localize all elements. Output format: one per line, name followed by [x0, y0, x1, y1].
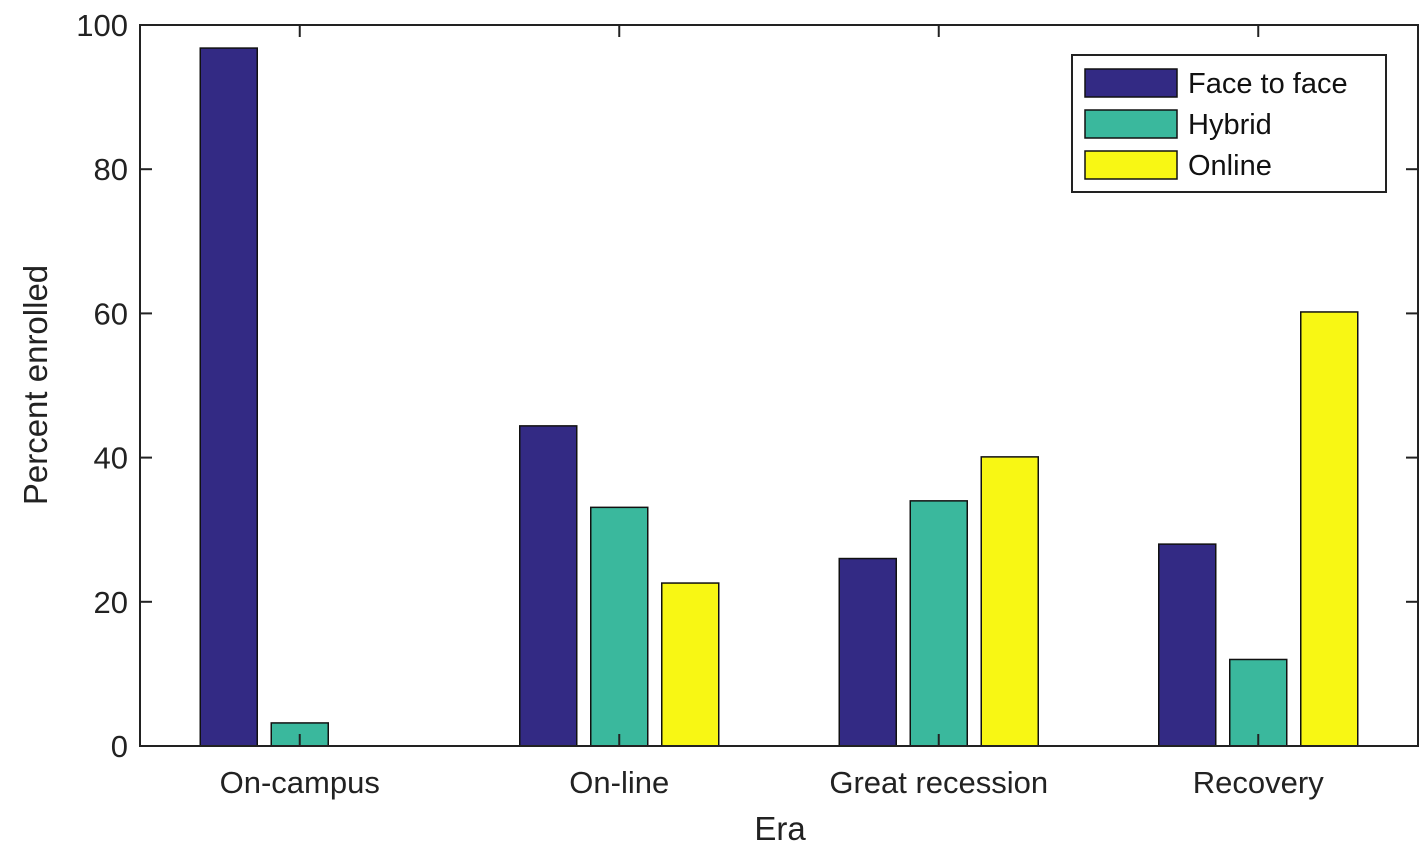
- bar-hybrid-3: [1229, 658, 1288, 747]
- y-tick-label: 20: [94, 585, 128, 620]
- bar-hybrid-1: [590, 506, 649, 747]
- legend-label: Hybrid: [1188, 109, 1272, 141]
- legend-swatch: [1084, 109, 1178, 139]
- x-tick-label: On-campus: [220, 765, 380, 800]
- legend-swatch: [1084, 68, 1178, 98]
- legend-swatch: [1084, 150, 1178, 180]
- bar-face-to-face-2: [838, 557, 897, 747]
- y-tick-label: 80: [94, 152, 128, 187]
- y-tick-label: 40: [94, 441, 128, 476]
- axes-layer: 0 20 40 60 80 100 On-campus On-line Great recess…: [76, 8, 1419, 800]
- bar-face-to-face-0: [199, 47, 258, 747]
- legend: Face to face Hybrid Online: [1071, 54, 1387, 193]
- bar-online-3: [1300, 311, 1359, 747]
- bars-layer: [199, 47, 1359, 747]
- bar-online-1: [661, 582, 720, 747]
- y-axis-label: Percent enrolled: [17, 265, 54, 505]
- y-tick-label: 60: [94, 296, 128, 331]
- bar-face-to-face-1: [519, 425, 578, 747]
- bar-hybrid-2: [909, 500, 968, 747]
- y-tick-label: 0: [111, 729, 128, 764]
- x-tick-label: Great recession: [829, 765, 1048, 800]
- axes-box: [139, 24, 1419, 747]
- x-tick-label: On-line: [569, 765, 669, 800]
- y-tick-label: 100: [76, 8, 128, 43]
- bar-face-to-face-3: [1158, 543, 1217, 747]
- x-tick-label: Recovery: [1193, 765, 1324, 800]
- x-axis-label: Era: [754, 810, 806, 847]
- legend-label: Online: [1188, 150, 1272, 182]
- bar-online-2: [980, 456, 1039, 747]
- legend-label: Face to face: [1188, 68, 1348, 100]
